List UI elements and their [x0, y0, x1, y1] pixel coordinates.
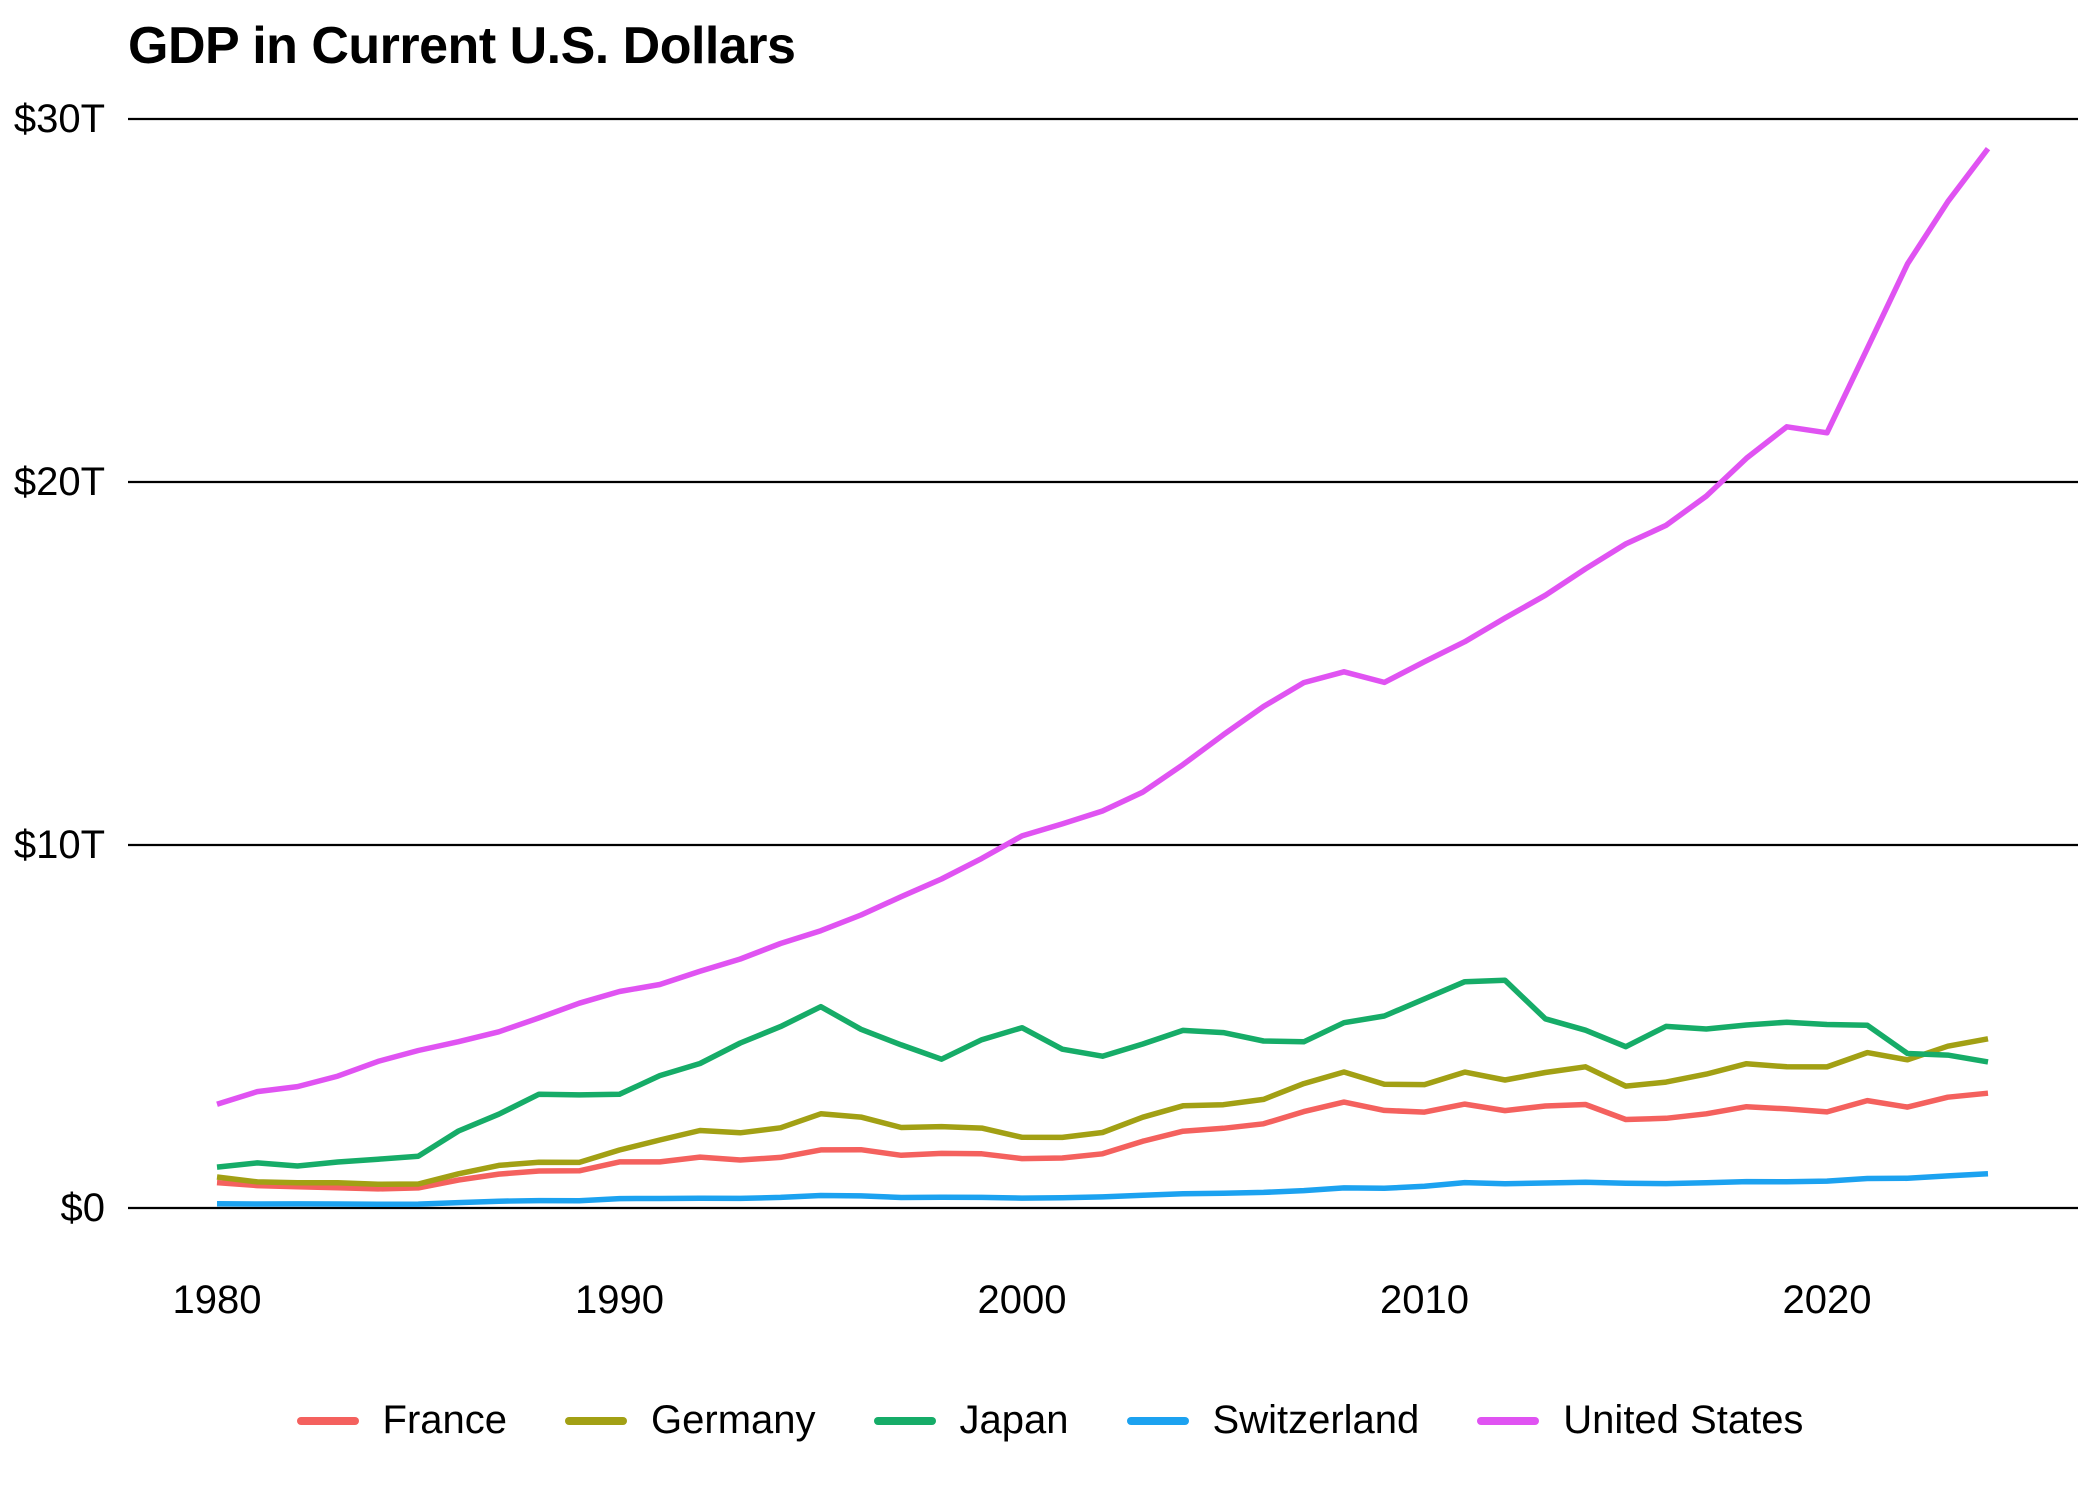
- x-tick-label: 1980: [173, 1278, 262, 1322]
- series-line-japan: [216, 977, 1989, 1170]
- legend-swatch-icon: [565, 1416, 628, 1425]
- legend-swatch-icon: [873, 1416, 936, 1425]
- x-tick-label: 2010: [1380, 1278, 1469, 1322]
- legend-label: United States: [1563, 1398, 1804, 1442]
- legend-item-switzerland: Switzerland: [1126, 1398, 1420, 1443]
- legend-swatch-icon: [1126, 1416, 1189, 1425]
- legend: France Germany Japan Switzerland United Stat…: [0, 1398, 2100, 1443]
- x-tick-label: 2000: [978, 1278, 1067, 1322]
- legend-swatch-icon: [1477, 1416, 1540, 1425]
- y-tick-label: $10T: [14, 823, 105, 867]
- y-tick-label: $20T: [14, 460, 105, 504]
- legend-label: Germany: [651, 1398, 816, 1442]
- y-tick-label: $0: [61, 1186, 106, 1230]
- legend-item-japan: Japan: [873, 1398, 1069, 1443]
- legend-item-germany: Germany: [565, 1398, 816, 1443]
- series-line-united-states: [216, 146, 1991, 1107]
- series-line-switzerland: [216, 1171, 1989, 1207]
- legend-label: Japan: [959, 1398, 1069, 1442]
- y-tick-label: $30T: [14, 97, 105, 141]
- x-tick-label: 2020: [1783, 1278, 1872, 1322]
- legend-label: Switzerland: [1212, 1398, 1420, 1442]
- legend-item-united-states: United States: [1477, 1398, 1803, 1443]
- chart-title: GDP in Current U.S. Dollars: [128, 17, 796, 75]
- series-line-france: [216, 1090, 1989, 1192]
- x-tick-label: 1990: [575, 1278, 664, 1322]
- legend-label: France: [382, 1398, 508, 1442]
- legend-item-france: France: [296, 1398, 508, 1443]
- legend-swatch-icon: [296, 1416, 359, 1425]
- series-line-germany: [216, 1036, 1989, 1188]
